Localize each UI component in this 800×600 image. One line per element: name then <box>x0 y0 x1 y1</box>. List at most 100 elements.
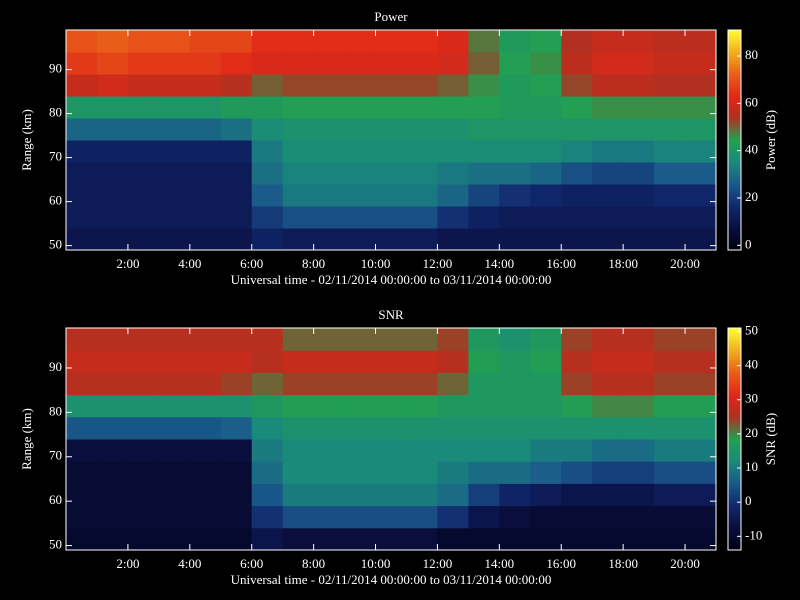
heatmap-cell <box>189 483 222 507</box>
colorbar-segment <box>728 527 741 531</box>
colorbar-tick-label: 60 <box>745 94 758 109</box>
heatmap-cell <box>158 30 191 53</box>
heatmap-cell <box>282 527 315 551</box>
colorbar-segment <box>728 222 741 225</box>
colorbar-segment <box>728 505 741 509</box>
colorbar-segment <box>728 236 741 239</box>
chart-title: SNR <box>378 307 404 322</box>
heatmap-cell <box>685 52 717 75</box>
heatmap-cell <box>251 372 284 396</box>
heatmap-cell <box>654 483 686 507</box>
colorbar-segment <box>728 362 741 365</box>
heatmap-cell <box>623 184 655 207</box>
heatmap-cell <box>158 505 191 529</box>
heatmap-cell <box>127 74 160 97</box>
colorbar-segment <box>728 112 741 115</box>
colorbar-segment <box>728 382 741 386</box>
colorbar-segment <box>728 457 741 460</box>
x-tick-label: 18:00 <box>608 256 638 271</box>
heatmap-cell <box>158 184 191 207</box>
heatmap-cell <box>220 184 253 207</box>
colorbar-segment <box>728 164 741 167</box>
heatmap-cell <box>437 184 469 207</box>
heatmap-cell <box>158 461 191 484</box>
colorbar-segment <box>728 501 741 505</box>
heatmap-cell <box>96 439 129 462</box>
colorbar-segment <box>728 533 741 537</box>
heatmap-cell <box>437 228 469 251</box>
heatmap-cell <box>66 350 98 373</box>
heatmap-cell <box>344 372 377 396</box>
colorbar-tick-label: 80 <box>745 47 758 62</box>
colorbar-segment <box>728 126 741 129</box>
colorbar-segment <box>728 441 741 444</box>
heatmap-cell <box>654 184 686 207</box>
colorbar-segment <box>728 529 741 533</box>
heatmap-cell <box>437 74 469 97</box>
heatmap-cell <box>623 206 655 229</box>
colorbar-segment <box>728 404 741 408</box>
heatmap-cell <box>282 328 315 351</box>
x-tick-label: 10:00 <box>361 556 391 571</box>
heatmap-cell <box>127 140 160 163</box>
heatmap-cell <box>654 372 686 396</box>
colorbar-segment <box>728 334 741 337</box>
heatmap-cell <box>623 52 655 75</box>
colorbar-segment <box>728 451 741 454</box>
colorbar-segment <box>728 346 741 349</box>
heatmap-cell <box>623 118 655 141</box>
heatmap-cell <box>375 162 407 185</box>
heatmap-cell <box>468 140 500 163</box>
colorbar-segment <box>728 447 741 450</box>
heatmap-cell <box>96 96 129 119</box>
heatmap-cell <box>685 162 717 185</box>
y-tick-label: 80 <box>49 403 62 418</box>
colorbar-segment <box>728 338 741 341</box>
colorbar-segment <box>728 38 741 41</box>
heatmap-cell <box>685 206 717 229</box>
heatmap-cell <box>282 439 315 462</box>
colorbar-segment <box>728 152 741 155</box>
colorbar-segment <box>728 214 741 217</box>
heatmap-cell <box>654 140 686 163</box>
heatmap-cell <box>189 228 222 251</box>
heatmap-cell <box>158 162 191 185</box>
heatmap-cell <box>127 394 160 418</box>
colorbar-segment <box>728 128 741 131</box>
colorbar-segment <box>728 360 741 363</box>
heatmap-cell <box>468 372 500 396</box>
heatmap-cell <box>220 394 253 418</box>
heatmap-cell <box>344 74 377 97</box>
colorbar-tick-label: -10 <box>745 527 762 542</box>
heatmap-cell <box>561 228 593 251</box>
colorbar-segment <box>728 483 741 487</box>
heatmap-cell <box>561 372 593 396</box>
heatmap-cell <box>220 118 253 141</box>
colorbar-segment <box>728 445 741 448</box>
heatmap-cell <box>66 483 98 507</box>
colorbar-segment <box>728 190 741 193</box>
heatmap-cell <box>344 505 377 529</box>
heatmap-cell <box>530 52 562 75</box>
heatmap-cell <box>468 483 500 507</box>
heatmap-cell <box>127 206 160 229</box>
heatmap-cell <box>406 206 438 229</box>
colorbar-segment <box>728 410 741 414</box>
colorbar-segment <box>728 340 741 343</box>
heatmap-cell <box>66 118 98 141</box>
heatmap-cell <box>406 461 438 484</box>
heatmap-cell <box>530 74 562 97</box>
colorbar-segment <box>728 144 741 147</box>
heatmap-cell <box>623 527 655 551</box>
colorbar-segment <box>728 342 741 345</box>
colorbar-segment <box>728 170 741 173</box>
colorbar-segment <box>728 192 741 195</box>
heatmap-cell <box>654 162 686 185</box>
heatmap-cell <box>592 228 624 251</box>
heatmap-cell <box>561 140 593 163</box>
heatmap-cell <box>623 162 655 185</box>
colorbar-segment <box>728 68 741 71</box>
colorbar-segment <box>728 240 741 243</box>
colorbar-tick-label: 20 <box>745 425 758 440</box>
